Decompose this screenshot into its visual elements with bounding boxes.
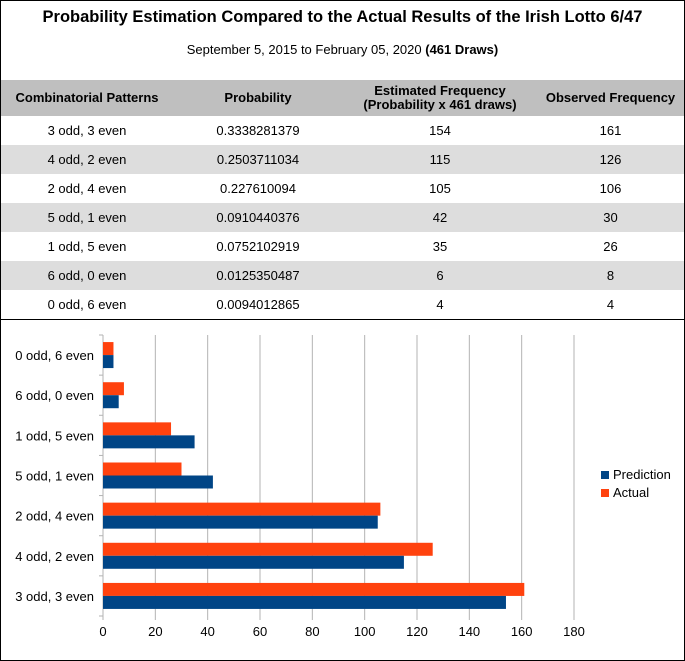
cell-observed: 106 (599, 181, 622, 196)
cell-probability: 0.3338281379 (216, 123, 300, 138)
bar-actual (103, 342, 114, 356)
bar-actual (103, 382, 124, 396)
cell-estimated: 6 (343, 261, 537, 290)
y-category-label: 0 odd, 6 even (15, 348, 94, 363)
cell-estimated: 4 (343, 290, 537, 320)
table-header-row: Combinatorial Patterns Probability Estim… (1, 80, 684, 116)
table-row: 2 odd, 4 even 0.227610094 105 106 (1, 174, 684, 203)
table-row: 6 odd, 0 even 0.0125350487 6 8 (1, 261, 684, 290)
table-row: 3 odd, 3 even 0.3338281379 154 161 (1, 116, 684, 145)
y-category-label: 1 odd, 5 even (15, 428, 94, 443)
cell-pattern: 2 odd, 4 even (47, 181, 127, 196)
header-estimated-line2: (Probability x 461 draws) (363, 97, 517, 112)
legend-label: Prediction (613, 467, 671, 482)
x-tick-label: 0 (99, 624, 106, 639)
bar-actual (103, 422, 172, 436)
header-estimated: Estimated Frequency (Probability x 461 dr… (343, 80, 537, 116)
y-category-label: 6 odd, 0 even (15, 388, 94, 403)
page-title: Probability Estimation Compared to the A… (42, 8, 643, 26)
bar-prediction (103, 515, 378, 529)
header-probability: Probability (173, 80, 343, 116)
x-tick-label: 100 (354, 624, 376, 639)
results-table: Combinatorial Patterns Probability Estim… (1, 80, 684, 320)
legend-swatch (601, 471, 609, 479)
bar-actual (103, 582, 525, 596)
header-estimated-line1: Estimated Frequency (374, 83, 506, 98)
cell-observed: 4 (537, 290, 684, 320)
cell-pattern: 4 odd, 2 even (1, 145, 173, 174)
subtitle-draw-count: (461 Draws) (425, 42, 499, 57)
cell-estimated: 42 (343, 203, 537, 232)
x-tick-label: 80 (305, 624, 319, 639)
cell-pattern: 3 odd, 3 even (47, 123, 127, 138)
cell-pattern: 1 odd, 5 even (47, 239, 127, 254)
bar-actual (103, 542, 433, 556)
cell-pattern: 5 odd, 1 even (1, 203, 173, 232)
bar-prediction (103, 395, 119, 409)
y-category-label: 5 odd, 1 even (15, 469, 94, 484)
cell-pattern: 0 odd, 6 even (1, 290, 173, 320)
cell-observed: 8 (537, 261, 684, 290)
x-tick-label: 160 (511, 624, 533, 639)
cell-estimated: 35 (432, 239, 448, 254)
cell-estimated: 105 (429, 181, 451, 196)
cell-observed: 26 (603, 239, 618, 254)
cell-observed: 30 (537, 203, 684, 232)
bar-prediction (103, 475, 213, 489)
x-tick-label: 40 (200, 624, 214, 639)
table-row: 1 odd, 5 even 0.0752102919 35 26 (1, 232, 684, 261)
cell-observed: 126 (537, 145, 684, 174)
subtitle-date-range: September 5, 2015 to February 05, 2020 (186, 42, 426, 57)
header-patterns: Combinatorial Patterns (1, 80, 173, 116)
bar-prediction (103, 435, 195, 449)
bar-chart: 0 20 40 60 80 100 120 140 160 180 3 odd, 3 even 4 o… (15, 334, 671, 639)
x-tick-label: 120 (406, 624, 428, 639)
legend-label: Actual (613, 485, 649, 500)
table-row: 0 odd, 6 even 0.0094012865 4 4 (1, 290, 684, 320)
cell-estimated: 154 (429, 123, 451, 138)
cell-observed: 161 (599, 123, 622, 138)
bar-prediction (103, 555, 404, 569)
y-category-label: 3 odd, 3 even (15, 589, 94, 604)
page-subtitle: September 5, 2015 to February 05, 2020 (… (1, 42, 684, 57)
cell-probability: 0.0752102919 (216, 239, 300, 254)
x-tick-label: 20 (148, 624, 162, 639)
table-row: 4 odd, 2 even 0.2503711034 115 126 (1, 145, 684, 174)
y-category-label: 2 odd, 4 even (15, 509, 94, 524)
bar-prediction (103, 595, 506, 609)
table-row: 5 odd, 1 even 0.0910440376 42 30 (1, 203, 684, 232)
bar-prediction (103, 355, 114, 369)
cell-probability: 0.0094012865 (173, 290, 343, 320)
bar-actual (103, 462, 182, 476)
cell-probability: 0.227610094 (220, 181, 296, 196)
y-category-label: 4 odd, 2 even (15, 549, 94, 564)
legend-swatch (601, 489, 609, 497)
cell-probability: 0.0125350487 (173, 261, 343, 290)
x-tick-label: 140 (458, 624, 480, 639)
header-observed: Observed Frequency (537, 80, 684, 116)
cell-estimated: 115 (343, 145, 537, 174)
x-tick-label: 60 (253, 624, 267, 639)
cell-probability: 0.2503711034 (173, 145, 343, 174)
cell-pattern: 6 odd, 0 even (1, 261, 173, 290)
x-tick-label: 180 (563, 624, 585, 639)
bar-actual (103, 502, 381, 516)
cell-probability: 0.0910440376 (173, 203, 343, 232)
